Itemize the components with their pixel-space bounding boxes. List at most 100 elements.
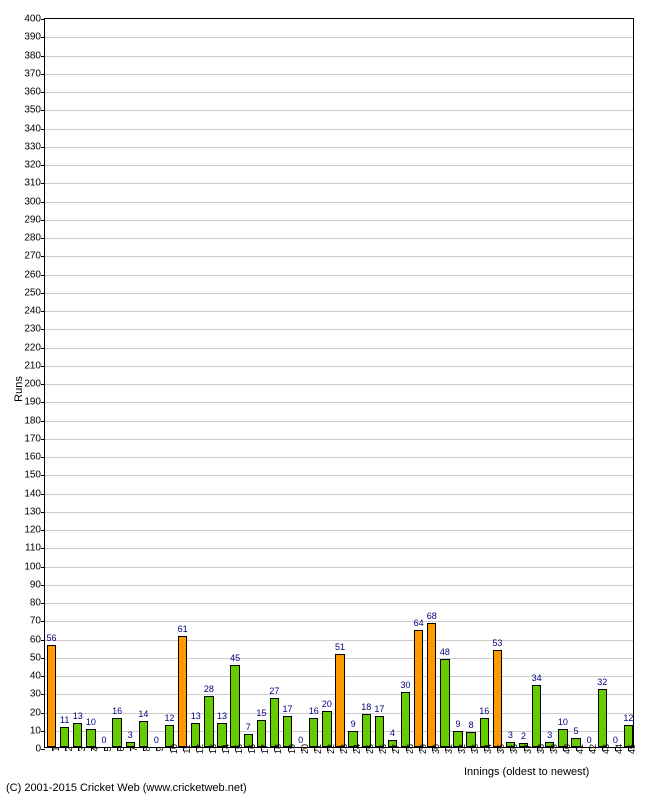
y-tick-label: 210 — [24, 360, 45, 371]
bar-value-label: 7 — [238, 723, 258, 732]
y-tick-label: 240 — [24, 306, 45, 317]
gridline — [45, 621, 633, 622]
copyright-text: (C) 2001-2015 Cricket Web (www.cricketwe… — [6, 782, 247, 794]
gridline — [45, 439, 633, 440]
bar-value-label: 12 — [618, 714, 638, 723]
gridline — [45, 92, 633, 93]
gridline — [45, 165, 633, 166]
y-tick-label: 400 — [24, 14, 45, 25]
y-tick-label: 230 — [24, 324, 45, 335]
gridline — [45, 548, 633, 549]
bar-value-label: 3 — [120, 731, 140, 740]
bar-value-label: 34 — [527, 674, 547, 683]
gridline — [45, 475, 633, 476]
y-tick-label: 80 — [30, 598, 45, 609]
y-tick-label: 250 — [24, 287, 45, 298]
x-axis-label: Innings (oldest to newest) — [464, 766, 589, 778]
bar — [230, 665, 239, 747]
bar-value-label: 17 — [369, 705, 389, 714]
y-tick-label: 190 — [24, 397, 45, 408]
bar — [414, 630, 423, 747]
y-tick-label: 340 — [24, 123, 45, 134]
gridline — [45, 530, 633, 531]
bar-value-label: 32 — [592, 678, 612, 687]
bar-value-label: 56 — [42, 634, 62, 643]
gridline — [45, 129, 633, 130]
bar — [440, 659, 449, 747]
gridline — [45, 421, 633, 422]
bar — [47, 645, 56, 747]
gridline — [45, 220, 633, 221]
bar-value-label: 3 — [540, 731, 560, 740]
gridline — [45, 366, 633, 367]
bar-value-label: 45 — [225, 654, 245, 663]
y-tick-label: 330 — [24, 141, 45, 152]
bar-value-label: 16 — [107, 707, 127, 716]
y-tick-label: 200 — [24, 379, 45, 390]
gridline — [45, 37, 633, 38]
bar — [401, 692, 410, 747]
bar-value-label: 4 — [382, 729, 402, 738]
bar-value-label: 2 — [514, 732, 534, 741]
bar — [204, 696, 213, 747]
y-tick-label: 320 — [24, 160, 45, 171]
bar — [322, 711, 331, 748]
y-tick-label: 180 — [24, 415, 45, 426]
bar — [178, 636, 187, 747]
y-tick-label: 300 — [24, 196, 45, 207]
gridline — [45, 585, 633, 586]
y-tick-label: 30 — [30, 689, 45, 700]
gridline — [45, 329, 633, 330]
y-tick-label: 260 — [24, 269, 45, 280]
bar-value-label: 10 — [81, 718, 101, 727]
gridline — [45, 275, 633, 276]
y-tick-label: 140 — [24, 488, 45, 499]
chart-container: 0102030405060708090100110120130140150160… — [0, 0, 650, 800]
bar-value-label: 61 — [173, 625, 193, 634]
y-tick-label: 20 — [30, 707, 45, 718]
gridline — [45, 202, 633, 203]
y-tick-label: 130 — [24, 506, 45, 517]
gridline — [45, 567, 633, 568]
y-tick-label: 40 — [30, 671, 45, 682]
gridline — [45, 603, 633, 604]
y-tick-label: 370 — [24, 68, 45, 79]
gridline — [45, 494, 633, 495]
y-tick-label: 50 — [30, 652, 45, 663]
gridline — [45, 457, 633, 458]
y-tick-label: 110 — [25, 543, 45, 554]
bar-value-label: 10 — [553, 718, 573, 727]
bar-value-label: 68 — [422, 612, 442, 621]
y-tick-label: 90 — [30, 579, 45, 590]
bar-value-label: 51 — [330, 643, 350, 652]
gridline — [45, 256, 633, 257]
gridline — [45, 110, 633, 111]
y-tick-label: 170 — [24, 433, 45, 444]
gridline — [45, 74, 633, 75]
bar-value-label: 14 — [133, 710, 153, 719]
gridline — [45, 640, 633, 641]
bar-value-label: 9 — [343, 720, 363, 729]
y-tick-label: 150 — [24, 470, 45, 481]
gridline — [45, 512, 633, 513]
bar-value-label: 20 — [317, 700, 337, 709]
gridline — [45, 183, 633, 184]
y-tick-label: 10 — [30, 725, 45, 736]
bar-value-label: 27 — [264, 687, 284, 696]
gridline — [45, 56, 633, 57]
y-tick-label: 360 — [24, 87, 45, 98]
bar-value-label: 48 — [435, 648, 455, 657]
bar-value-label: 53 — [487, 639, 507, 648]
y-tick-label: 70 — [30, 616, 45, 627]
bar — [335, 654, 344, 747]
gridline — [45, 293, 633, 294]
gridline — [45, 384, 633, 385]
bar-value-label: 15 — [251, 709, 271, 718]
bar-value-label: 28 — [199, 685, 219, 694]
gridline — [45, 311, 633, 312]
y-tick-label: 380 — [24, 50, 45, 61]
plot-area: 0102030405060708090100110120130140150160… — [44, 18, 634, 748]
y-tick-label: 160 — [24, 452, 45, 463]
bar-value-label: 30 — [396, 681, 416, 690]
bar — [427, 623, 436, 747]
